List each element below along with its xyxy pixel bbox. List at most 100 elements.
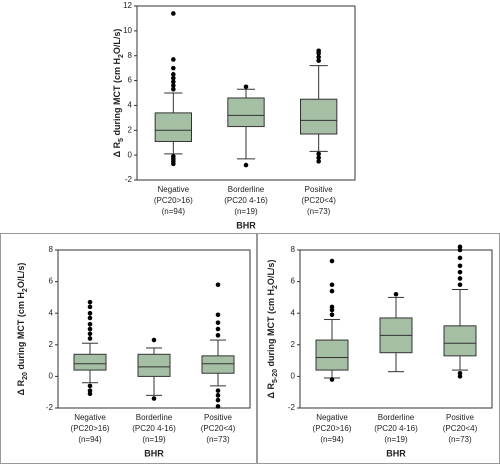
y-tick-label: 8 bbox=[291, 245, 296, 254]
outlier bbox=[215, 388, 221, 393]
y-axis-label-part: O/L/s) bbox=[16, 263, 26, 289]
outlier bbox=[171, 86, 176, 92]
y-axis-label: Δ R5-20 during MCT (cm H2O/L/s) bbox=[266, 260, 279, 399]
y-tick-label: -2 bbox=[288, 403, 296, 412]
box bbox=[154, 112, 193, 142]
y-axis-label-part: 2 bbox=[272, 285, 279, 289]
outlier bbox=[329, 282, 335, 288]
outlier bbox=[457, 269, 463, 275]
x-tick-label: (n=94) bbox=[320, 435, 344, 444]
x-tick-label: (n=19) bbox=[234, 207, 258, 216]
outlier bbox=[87, 336, 93, 341]
outlier bbox=[316, 48, 321, 54]
outlier bbox=[87, 304, 93, 310]
x-tick-label: (PC20 4-16) bbox=[374, 424, 418, 433]
outlier bbox=[215, 393, 221, 398]
y-tick-label: 2 bbox=[128, 125, 133, 134]
x-tick-label: (PC20<4) bbox=[201, 424, 236, 433]
y-tick-label: 0 bbox=[291, 372, 296, 381]
outlier bbox=[457, 263, 463, 269]
outlier bbox=[316, 159, 321, 164]
x-tick-label: (PC20<4) bbox=[301, 196, 336, 205]
x-tick-label: (PC20>16) bbox=[313, 424, 352, 433]
box bbox=[300, 98, 338, 135]
outlier bbox=[171, 79, 176, 85]
outlier bbox=[215, 320, 221, 325]
x-tick-label: Borderline bbox=[228, 185, 265, 194]
y-tick-label: 6 bbox=[291, 277, 296, 286]
y-tick-label: 8 bbox=[128, 51, 133, 60]
x-tick-label: (PC20 4-16) bbox=[224, 196, 268, 205]
outlier bbox=[457, 276, 463, 281]
outlier bbox=[393, 291, 399, 297]
plot-frame bbox=[136, 5, 356, 181]
outlier bbox=[87, 315, 93, 321]
outlier bbox=[171, 83, 176, 88]
y-axis-label-part: 5-20 bbox=[272, 369, 279, 383]
y-tick-label: -2 bbox=[125, 175, 133, 184]
x-tick-label: (PC20<4) bbox=[443, 424, 478, 433]
outlier bbox=[87, 383, 93, 389]
outlier bbox=[457, 255, 463, 261]
outlier bbox=[171, 57, 176, 62]
outlier bbox=[215, 397, 221, 403]
outlier bbox=[151, 337, 157, 343]
y-axis-label-part: O/L/s) bbox=[266, 260, 276, 286]
plot-frame bbox=[299, 249, 493, 409]
x-tick-label: Borderline bbox=[378, 413, 415, 422]
outlier bbox=[329, 307, 335, 313]
outlier bbox=[87, 331, 93, 337]
x-tick-label: (n=19) bbox=[384, 435, 408, 444]
outlier bbox=[329, 377, 335, 382]
outlier bbox=[171, 75, 176, 81]
x-tick-label: (n=73) bbox=[206, 435, 230, 444]
x-axis-label: BHR bbox=[236, 220, 256, 230]
outlier bbox=[457, 244, 463, 250]
y-axis-label-part: 5 bbox=[118, 138, 125, 142]
x-tick-label: Positive bbox=[305, 185, 334, 194]
y-axis-label-part: Δ R bbox=[112, 141, 122, 157]
box bbox=[73, 353, 107, 371]
box bbox=[443, 325, 477, 357]
outlier bbox=[329, 304, 335, 310]
outlier bbox=[87, 299, 93, 305]
x-tick-label: Positive bbox=[446, 413, 475, 422]
outlier bbox=[457, 370, 463, 376]
y-axis-label-part: 2 bbox=[22, 288, 29, 292]
x-tick-label: (n=73) bbox=[307, 207, 331, 216]
x-tick-label: (PC20>16) bbox=[154, 196, 193, 205]
outlier bbox=[329, 258, 335, 264]
box bbox=[201, 355, 235, 374]
x-tick-label: Negative bbox=[74, 413, 106, 422]
y-tick-label: 4 bbox=[128, 101, 133, 110]
outlier bbox=[215, 312, 221, 318]
outlier bbox=[87, 388, 93, 393]
outlier bbox=[87, 391, 93, 397]
outlier bbox=[457, 282, 463, 288]
outlier bbox=[316, 151, 321, 157]
outlier bbox=[215, 326, 221, 332]
x-tick-label: (n=94) bbox=[78, 435, 102, 444]
y-tick-label: 8 bbox=[49, 245, 54, 254]
outlier bbox=[171, 161, 176, 167]
y-axis-label-part: during MCT (cm H bbox=[266, 289, 276, 369]
y-axis-label-part: O/L/s) bbox=[112, 29, 122, 55]
outlier bbox=[151, 396, 157, 401]
outlier bbox=[87, 326, 93, 332]
x-tick-label: Negative bbox=[316, 413, 348, 422]
plot-frame bbox=[57, 249, 251, 409]
outlier bbox=[215, 333, 221, 338]
box bbox=[137, 353, 171, 377]
y-tick-label: 6 bbox=[49, 277, 54, 286]
x-tick-label: (n=73) bbox=[448, 435, 472, 444]
y-tick-label: 4 bbox=[49, 308, 54, 317]
outlier bbox=[171, 11, 176, 16]
y-tick-label: 12 bbox=[123, 1, 132, 10]
y-axis-label-part: 20 bbox=[22, 372, 29, 380]
outlier bbox=[329, 312, 335, 318]
box bbox=[227, 97, 265, 128]
outlier bbox=[171, 72, 176, 77]
outlier bbox=[243, 84, 249, 90]
outlier bbox=[215, 282, 221, 288]
x-tick-label: (PC20 4-16) bbox=[132, 424, 176, 433]
